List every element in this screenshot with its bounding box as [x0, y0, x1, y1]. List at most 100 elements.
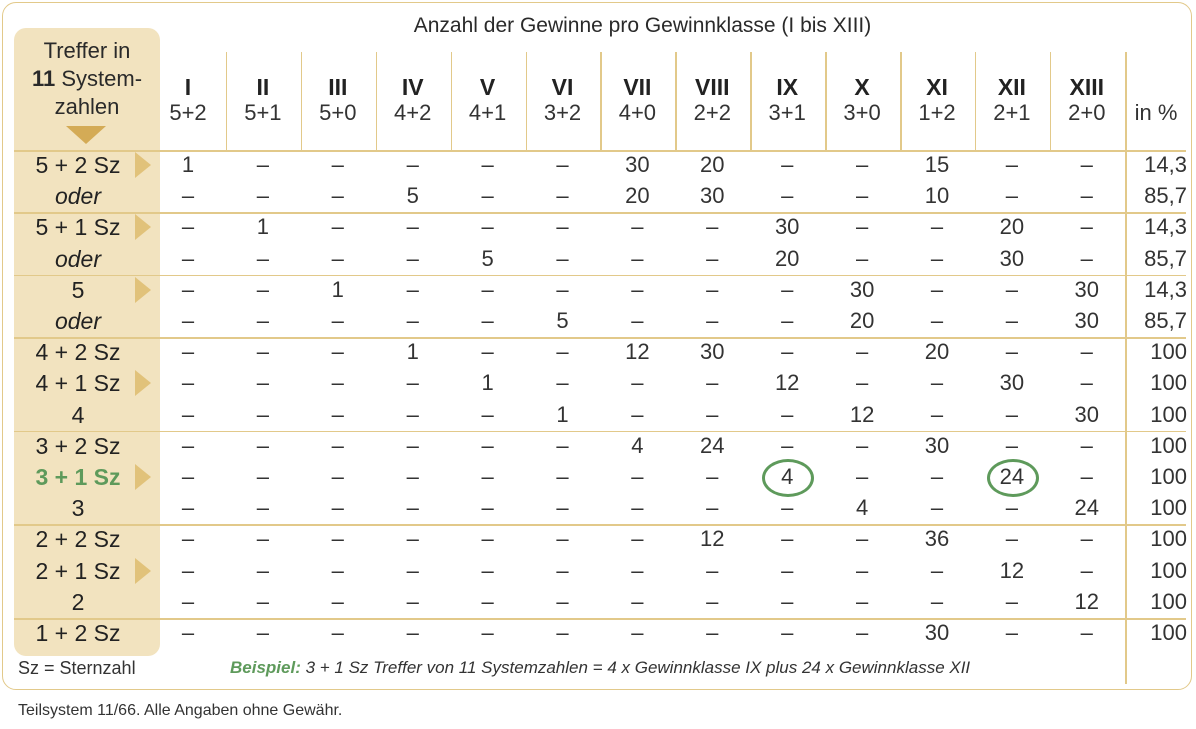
- row-label: 4 + 1 Sz: [35, 370, 121, 397]
- table-cell: –: [631, 245, 644, 271]
- table-cell: 36: [924, 526, 950, 552]
- column-divider: [825, 52, 827, 150]
- table-cell: –: [331, 432, 344, 458]
- table-cell: –: [631, 370, 644, 396]
- table-cell: –: [781, 526, 794, 552]
- table-cell: –: [256, 464, 270, 489]
- table-cell: 30: [1074, 401, 1100, 427]
- table-cell: –: [1005, 588, 1019, 614]
- table-cell: –: [1005, 401, 1019, 427]
- table-cell: –: [1005, 495, 1019, 521]
- column-header-combo: 5+1: [244, 100, 282, 125]
- table-cell: –: [1080, 557, 1093, 583]
- table-cell: 1: [331, 276, 344, 302]
- table-cell: –: [1080, 245, 1093, 271]
- table-cell: 1: [256, 214, 270, 240]
- table-cell: –: [481, 214, 494, 240]
- table-cell: –: [1080, 526, 1093, 552]
- table-cell: 4: [855, 495, 869, 521]
- table-cell: –: [631, 526, 644, 552]
- column-divider: [300, 52, 303, 150]
- row-label: 3 + 1 Sz: [35, 464, 121, 490]
- table-cell: –: [331, 152, 344, 177]
- table-cell: –: [1005, 308, 1019, 333]
- column-header-roman: VII: [623, 74, 652, 100]
- table-cell: –: [256, 526, 270, 552]
- table-cell: –: [181, 620, 195, 645]
- table-cell: –: [481, 183, 494, 209]
- column-divider: [750, 52, 752, 150]
- table-cell: –: [181, 588, 195, 614]
- table-cell: –: [406, 588, 419, 614]
- table-cell: –: [406, 370, 419, 396]
- table-cell: –: [556, 183, 569, 209]
- row-group-divider: [14, 337, 1186, 339]
- table-cell: –: [781, 557, 794, 583]
- percent-cell: 100: [1150, 464, 1187, 489]
- table-cell: –: [256, 557, 270, 583]
- table-cell: –: [855, 464, 869, 489]
- table-cell: –: [930, 276, 944, 302]
- table-cell: –: [331, 370, 344, 396]
- table-cell: –: [481, 526, 494, 552]
- table-cell: –: [181, 432, 195, 458]
- column-divider: [600, 52, 602, 150]
- table-cell: 24: [1074, 495, 1100, 521]
- row-label: 2: [71, 588, 85, 615]
- row-label: 4: [71, 401, 85, 428]
- row-group-divider: [14, 618, 1186, 620]
- table-cell: 24: [700, 432, 725, 458]
- table-cell: –: [481, 464, 494, 489]
- table-cell: –: [855, 557, 869, 583]
- table-cell: –: [930, 308, 944, 333]
- table-cell: –: [181, 339, 195, 365]
- column-divider: [225, 52, 228, 150]
- table-cell: –: [631, 588, 644, 614]
- table-cell: 30: [924, 432, 950, 458]
- row-label: oder: [54, 183, 102, 210]
- table-cell: –: [406, 557, 419, 583]
- table-cell: –: [1080, 464, 1093, 489]
- table-cell: 30: [700, 339, 725, 365]
- table-cell: –: [256, 152, 270, 177]
- table-cell: –: [781, 339, 794, 365]
- table-cell: –: [556, 245, 569, 271]
- table-cell: –: [930, 245, 944, 271]
- table-cell: –: [181, 526, 195, 552]
- table-cell: 12: [774, 370, 800, 396]
- table-cell: –: [556, 526, 569, 552]
- table-cell: –: [631, 464, 644, 489]
- table-cell: –: [930, 370, 944, 396]
- table-cell: –: [631, 557, 644, 583]
- table-cell: –: [256, 339, 270, 365]
- column-divider: [675, 52, 677, 150]
- table-cell: –: [1005, 276, 1019, 302]
- percent-cell: 14,3: [1144, 276, 1187, 302]
- table-cell: –: [256, 276, 270, 302]
- table-cell: 1: [556, 401, 569, 427]
- table-cell: –: [855, 339, 869, 365]
- table-cell: –: [331, 308, 344, 333]
- column-divider: [1125, 52, 1127, 684]
- column-header-roman: I: [184, 74, 192, 100]
- table-cell: –: [706, 245, 719, 271]
- table-cell: –: [706, 276, 719, 302]
- table-cell: –: [855, 526, 869, 552]
- table-cell: 20: [999, 214, 1025, 240]
- table-cell: –: [556, 152, 569, 177]
- table-cell: –: [1005, 183, 1019, 209]
- table-cell: –: [556, 214, 569, 240]
- table-cell: –: [331, 214, 344, 240]
- footnote: Teilsystem 11/66. Alle Angaben ohne Gewä…: [18, 702, 343, 719]
- percent-cell: 14,3: [1144, 152, 1187, 177]
- table-cell: –: [556, 432, 569, 458]
- table-cell: –: [556, 370, 569, 396]
- table-cell: –: [855, 620, 869, 645]
- table-cell: –: [406, 464, 419, 489]
- table-cell: –: [631, 401, 644, 427]
- table-cell: –: [706, 588, 719, 614]
- table-cell: 12: [700, 526, 725, 552]
- table-cell: –: [556, 620, 569, 645]
- row-group-divider: [14, 274, 1186, 277]
- column-header-roman: VI: [551, 74, 574, 100]
